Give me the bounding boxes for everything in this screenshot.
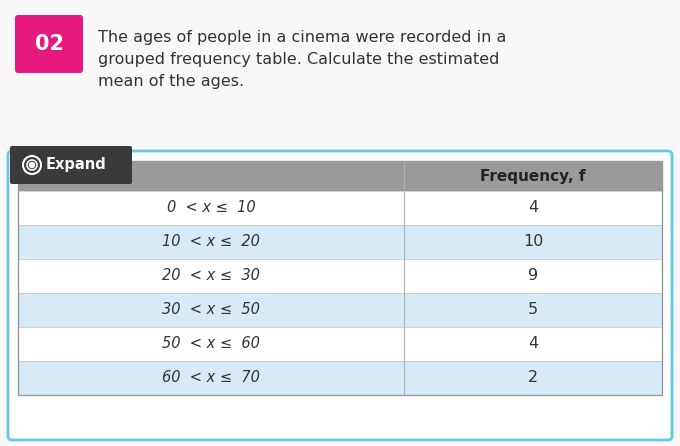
Bar: [18, 191, 662, 225]
Text: Frequency, f: Frequency, f: [481, 169, 586, 183]
Text: Expand: Expand: [46, 157, 107, 173]
Bar: [18, 259, 662, 293]
Text: 60  < x ≤  70: 60 < x ≤ 70: [163, 371, 260, 385]
FancyBboxPatch shape: [8, 151, 672, 440]
Text: 2: 2: [528, 371, 539, 385]
Bar: [18, 327, 662, 361]
Text: 9: 9: [528, 268, 539, 284]
Bar: [18, 293, 662, 327]
Text: The ages of people in a cinema were recorded in a: The ages of people in a cinema were reco…: [98, 30, 507, 45]
Text: 5: 5: [528, 302, 539, 318]
Text: 30  < x ≤  50: 30 < x ≤ 50: [163, 302, 260, 318]
Text: Ages: Ages: [26, 169, 68, 183]
FancyBboxPatch shape: [15, 15, 83, 73]
Text: 10  < x ≤  20: 10 < x ≤ 20: [163, 235, 260, 249]
Bar: [18, 361, 662, 395]
Bar: [18, 161, 662, 395]
Bar: [18, 161, 662, 191]
Circle shape: [29, 162, 35, 168]
Text: 10: 10: [523, 235, 543, 249]
Text: grouped frequency table. Calculate the estimated: grouped frequency table. Calculate the e…: [98, 52, 499, 67]
Text: 02: 02: [35, 34, 63, 54]
Text: mean of the ages.: mean of the ages.: [98, 74, 244, 89]
FancyBboxPatch shape: [10, 146, 132, 184]
Text: 4: 4: [528, 336, 539, 351]
Text: 4: 4: [528, 201, 539, 215]
Text: 20  < x ≤  30: 20 < x ≤ 30: [163, 268, 260, 284]
Text: 50  < x ≤  60: 50 < x ≤ 60: [163, 336, 260, 351]
Text: 0  < x ≤  10: 0 < x ≤ 10: [167, 201, 256, 215]
Bar: [18, 225, 662, 259]
